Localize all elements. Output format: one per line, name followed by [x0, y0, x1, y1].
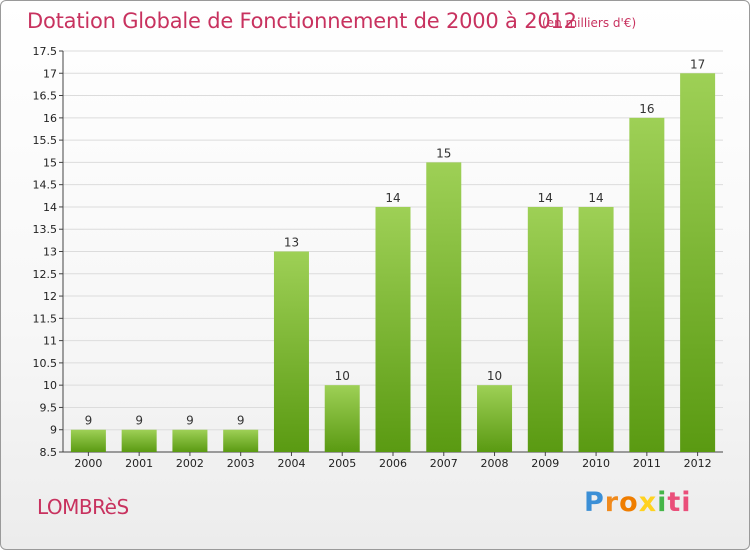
y-tick-label: 14	[43, 201, 57, 214]
y-tick-label: 16.5	[33, 90, 58, 103]
bar	[324, 385, 360, 452]
x-tick-label: 2002	[176, 457, 204, 470]
bar	[527, 206, 563, 452]
bar	[578, 206, 614, 452]
x-tick-label: 2010	[582, 457, 610, 470]
bar	[477, 385, 513, 452]
bar	[172, 429, 208, 452]
y-tick-label: 13.5	[33, 223, 58, 236]
y-tick-label: 15	[43, 156, 57, 169]
y-tick-label: 17.5	[33, 45, 58, 58]
y-tick-label: 17	[43, 67, 57, 80]
value-label: 13	[284, 236, 299, 250]
y-tick-label: 9	[50, 424, 57, 437]
value-label: 9	[186, 414, 194, 428]
x-tick-label: 2012	[684, 457, 712, 470]
x-tick-label: 2006	[379, 457, 407, 470]
value-label: 17	[690, 57, 705, 71]
x-tick-label: 2008	[481, 457, 509, 470]
value-label: 9	[135, 414, 143, 428]
x-tick-label: 2003	[227, 457, 255, 470]
x-tick-label: 2000	[74, 457, 102, 470]
commune-name: LOMBRèS	[37, 495, 129, 519]
logo-letter: i	[681, 487, 692, 518]
y-tick-label: 10.5	[33, 357, 58, 370]
x-tick-label: 2009	[531, 457, 559, 470]
bar	[121, 429, 157, 452]
bar	[223, 429, 259, 452]
bar	[273, 251, 309, 452]
bar	[375, 206, 411, 452]
logo-letter: P	[584, 487, 605, 518]
y-tick-label: 11	[43, 335, 57, 348]
chart-title: Dotation Globale de Fonctionnement de 20…	[27, 9, 577, 33]
y-tick-label: 12.5	[33, 268, 58, 281]
value-label: 14	[385, 191, 400, 205]
chart-subtitle: (en milliers d'€)	[542, 16, 637, 30]
value-label: 9	[85, 414, 93, 428]
logo-letter: r	[604, 487, 620, 518]
logo-letter: t	[667, 487, 682, 518]
logo-text: Proxiti	[584, 487, 692, 518]
y-tick-label: 9.5	[40, 401, 58, 414]
value-label: 14	[538, 191, 553, 205]
y-tick-label: 10	[43, 379, 57, 392]
bar	[680, 73, 716, 453]
value-label: 16	[639, 102, 654, 116]
logo-letter: o	[619, 487, 639, 518]
logo-letter: x	[638, 487, 658, 518]
value-label: 9	[237, 414, 245, 428]
x-tick-label: 2001	[125, 457, 153, 470]
bar	[70, 429, 106, 452]
bar	[426, 162, 462, 452]
x-tick-label: 2004	[277, 457, 305, 470]
value-label: 10	[335, 369, 350, 383]
y-tick-label: 8.5	[40, 446, 58, 459]
x-tick-label: 2007	[430, 457, 458, 470]
y-tick-label: 16	[43, 112, 57, 125]
value-label: 15	[436, 146, 451, 160]
bar	[629, 117, 665, 452]
proxiti-logo: Proxiti	[584, 487, 692, 518]
y-tick-label: 14.5	[33, 179, 58, 192]
value-label: 14	[588, 191, 603, 205]
logo-letter: i	[657, 487, 668, 518]
y-tick-label: 15.5	[33, 134, 58, 147]
x-tick-label: 2005	[328, 457, 356, 470]
y-tick-label: 12	[43, 290, 57, 303]
y-tick-label: 13	[43, 246, 57, 259]
x-tick-label: 2011	[633, 457, 661, 470]
value-label: 10	[487, 369, 502, 383]
y-tick-label: 11.5	[33, 312, 58, 325]
